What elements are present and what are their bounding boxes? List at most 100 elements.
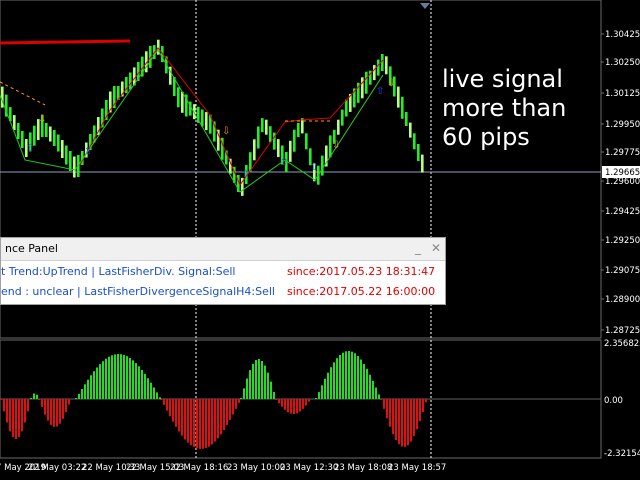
indicator-bar [324,378,326,399]
indicator-bar [50,399,52,425]
price-bar [193,104,196,120]
panel-title-bar[interactable]: nce Panel _ ✕ [1,238,445,261]
price-bar [401,96,404,119]
price-bar [177,87,180,108]
indicator-bar [153,387,155,399]
signal-row: t Trend:UpTrend | LastFisherDiv. Signal:… [1,262,445,282]
price-bar [205,112,208,131]
indicator-bar [30,398,32,399]
indicator-bar [226,399,228,426]
indicator-bar [141,369,143,399]
price-axis: 1.30425 1.30250 1.30125 1.29950 1.29775 1.296… [601,30,640,336]
indicator-bar [169,399,171,417]
indicator-bar [147,378,149,399]
price-bar [225,150,228,165]
close-button[interactable]: ✕ [430,241,442,255]
price-bar [241,177,244,196]
indicator-bar [9,399,11,432]
price-bar [121,81,124,97]
indicator-bar [243,388,245,399]
arrow-up-icon: ⇧ [280,157,288,168]
arrow-up-icon: ⇧ [376,86,384,97]
price-bar [1,86,4,108]
price-axis-label: 1.30425 [605,30,640,40]
shift-marker-icon[interactable] [420,3,430,9]
indicator-bar [78,394,80,399]
price-bar [377,59,380,76]
indicator-bar [293,399,295,414]
price-bar [29,132,32,152]
indicator-bar [357,356,359,399]
arrow-down-icon: ⇩ [387,78,395,89]
indicator-bar [389,399,391,427]
arrow-down-icon: ⇩ [332,140,340,151]
arrow-up-icon: ⇧ [310,162,318,173]
indicator-bar [150,382,152,399]
indicator-axis-zero: 0.00 [604,396,623,406]
price-bar [389,66,392,86]
indicator-bar [144,373,146,399]
indicator-bar [348,351,350,399]
minimize-button[interactable]: _ [415,241,421,255]
resistance-level-line [0,39,131,45]
indicator-bar [96,367,98,399]
indicator-bar [156,392,158,399]
indicator-bar [422,399,424,412]
price-bar [53,130,56,146]
price-bar [189,101,192,116]
indicator-histogram [0,351,427,449]
indicator-bar [159,397,161,399]
price-bar [209,114,212,134]
indicator-bar [351,351,353,399]
indicator-bar [267,372,269,399]
indicator-bar [296,399,298,414]
price-bar [117,86,120,100]
indicator-bar [81,389,83,399]
price-bar [337,119,340,135]
price-bar [333,129,336,144]
indicator-bar [36,394,38,399]
indicator-bar [246,378,248,399]
indicator-bar [363,363,365,399]
price-bar [361,77,364,99]
annotation-line-2: more than [442,94,566,122]
confluence-panel[interactable]: nce Panel _ ✕ t Trend:UpTrend | LastFish… [0,237,446,305]
indicator-bar [258,359,260,399]
indicator-bar [178,399,180,432]
indicator-bar [190,399,192,446]
indicator-bar [220,399,222,435]
indicator-bar [255,360,257,399]
price-bar [65,145,68,165]
price-bar [61,140,64,158]
indicator-bar [308,399,310,402]
price-bar [413,133,416,150]
price-bar [321,155,324,176]
annotation-line-3: 60 pips [442,123,530,151]
price-bar [113,86,116,108]
price-axis-label: 1.30125 [605,89,640,99]
price-bar [197,106,200,123]
indicator-bar [401,399,403,447]
indicator-bar [372,380,374,399]
indicator-bar [336,358,338,399]
price-axis-label: 1.30250 [605,58,640,68]
arrow-up-icon: ⇧ [241,169,249,180]
indicator-bar [270,381,272,399]
price-bar [353,88,356,108]
price-bar [281,145,284,165]
indicator-bar [419,399,421,422]
price-bar [237,175,240,192]
indicator-bar [211,399,213,445]
price-axis-label: 1.29250 [605,236,640,246]
price-bar [217,129,220,151]
price-axis-label: 1.29950 [605,120,640,130]
indicator-bar [59,399,61,424]
price-bar [261,118,264,133]
indicator-bar [249,370,251,399]
indicator-bar [126,356,128,399]
price-bar [201,109,204,127]
indicator-bar [84,384,86,399]
indicator-bar [305,399,307,406]
price-bar [293,129,296,152]
time-axis-label: 22 May 10:33 [82,463,140,473]
